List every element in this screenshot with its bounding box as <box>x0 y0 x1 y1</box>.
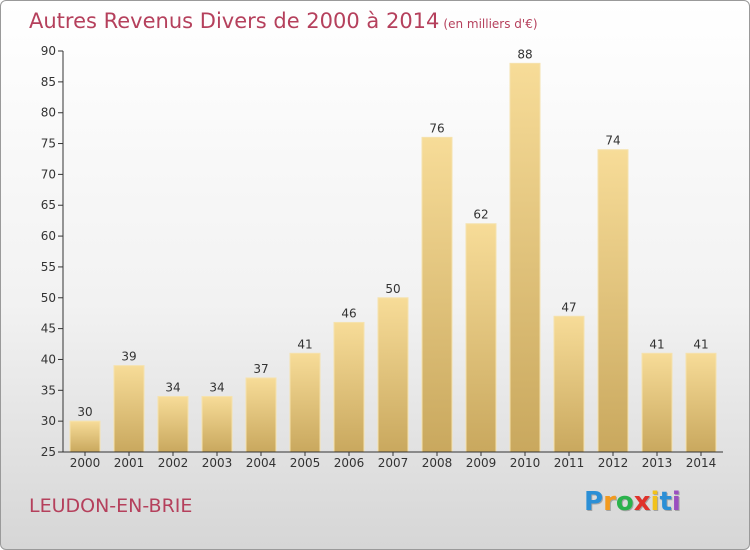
x-tick-label: 2002 <box>158 456 189 470</box>
bar <box>685 352 717 453</box>
y-tick-label: 30 <box>41 414 56 428</box>
y-tick-label: 90 <box>41 44 56 58</box>
bar <box>597 149 629 453</box>
bar <box>333 321 365 453</box>
x-tick-label: 2012 <box>598 456 629 470</box>
bar <box>641 352 673 453</box>
logo-letter: t <box>659 487 672 517</box>
bar <box>157 395 189 453</box>
y-tick-label: 25 <box>41 445 56 459</box>
x-tick-label: 2013 <box>642 456 673 470</box>
bar-value-label: 41 <box>297 337 312 351</box>
y-tick-label: 50 <box>41 291 56 305</box>
logo-letter: i <box>671 487 681 517</box>
bar <box>201 395 233 453</box>
bar-value-label: 30 <box>77 405 92 419</box>
bar-value-label: 41 <box>693 337 708 351</box>
x-tick-label: 2000 <box>70 456 101 470</box>
y-tick-label: 85 <box>41 75 56 89</box>
logo-letter: P <box>584 487 604 517</box>
bar-value-label: 74 <box>605 134 620 148</box>
chart-unit: (en milliers d'€) <box>443 17 538 31</box>
bar-value-label: 47 <box>561 300 576 314</box>
bar <box>509 62 541 453</box>
x-tick-label: 2010 <box>510 456 541 470</box>
logo-letter: r <box>603 487 616 517</box>
logo-letter: x <box>633 487 651 517</box>
y-tick-label: 80 <box>41 106 56 120</box>
bar <box>289 352 321 453</box>
bar-value-label: 37 <box>253 362 268 376</box>
bars: 30 39 34 34 37 41 46 50 76 62 88 47 74 41 41 <box>69 47 717 453</box>
y-tick-label: 55 <box>41 260 56 274</box>
x-tick-label: 2008 <box>422 456 453 470</box>
logo-letter: i <box>650 487 660 517</box>
x-tick-label: 2004 <box>246 456 277 470</box>
x-tick-label: 2007 <box>378 456 409 470</box>
x-axis: 2000 2001 2002 2003 2004 2005 2006 2007 2008 2009… <box>63 451 723 470</box>
logo-letter: o <box>615 487 634 517</box>
bar-value-label: 34 <box>165 380 180 394</box>
x-tick-label: 2005 <box>290 456 321 470</box>
x-tick-label: 2014 <box>686 456 717 470</box>
bar <box>245 377 277 453</box>
proxiti-logo: Proxiti <box>584 487 681 517</box>
y-tick-label: 70 <box>41 167 56 181</box>
bar <box>377 297 409 453</box>
y-tick-label: 60 <box>41 229 56 243</box>
bar <box>113 365 145 453</box>
x-tick-label: 2009 <box>466 456 497 470</box>
y-tick-label: 75 <box>41 137 56 151</box>
x-tick-label: 2011 <box>554 456 585 470</box>
y-tick-label: 40 <box>41 352 56 366</box>
x-tick-label: 2003 <box>202 456 233 470</box>
bar-value-label: 62 <box>473 208 488 222</box>
y-tick-label: 35 <box>41 383 56 397</box>
x-tick-label: 2006 <box>334 456 365 470</box>
bar-value-label: 34 <box>209 380 224 394</box>
chart-title-text: Autres Revenus Divers de 2000 à 2014 <box>29 9 440 33</box>
chart-title: Autres Revenus Divers de 2000 à 2014 (en … <box>29 9 538 33</box>
bar-value-label: 39 <box>121 350 136 364</box>
x-tick-label: 2001 <box>114 456 145 470</box>
bar <box>553 315 585 453</box>
bar <box>69 420 101 453</box>
place-name: LEUDON-EN-BRIE <box>29 495 193 517</box>
bar-value-label: 76 <box>429 121 444 135</box>
bar-value-label: 50 <box>385 282 400 296</box>
y-tick-label: 45 <box>41 322 56 336</box>
y-tick-label: 65 <box>41 198 56 212</box>
y-axis: 25 30 35 40 45 50 55 60 65 70 75 80 85 90 <box>41 44 64 459</box>
bar-value-label: 41 <box>649 337 664 351</box>
bar <box>421 136 453 453</box>
bar-value-label: 46 <box>341 306 356 320</box>
bar-value-label: 88 <box>517 47 532 61</box>
bar <box>465 223 497 453</box>
